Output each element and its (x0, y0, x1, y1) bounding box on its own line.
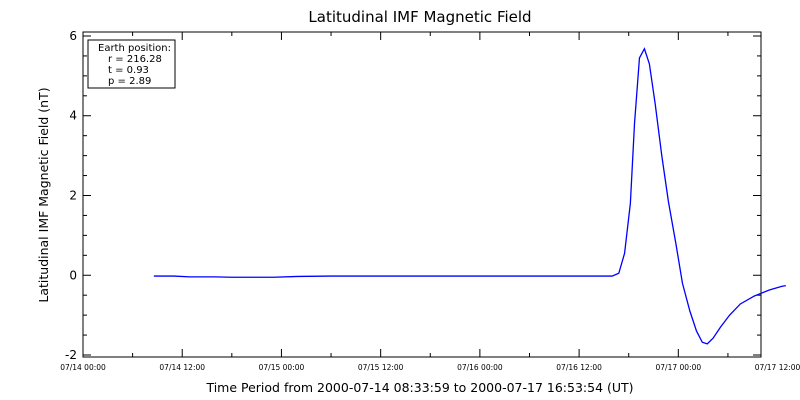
plot-area (82, 31, 762, 358)
x-tick-label: 07/17 12:00 (755, 363, 800, 372)
legend-r: r = 216.28 (108, 54, 162, 65)
y-tick-label: 4 (69, 109, 77, 123)
legend-p: p = 2.89 (108, 76, 151, 87)
x-tick-label: 07/16 00:00 (457, 363, 503, 372)
y-tick-label: 0 (69, 268, 77, 282)
x-tick-label: 07/15 00:00 (259, 363, 305, 372)
y-axis-label: Latitudinal IMF Magnetic Field (nT) (36, 87, 51, 302)
legend-title: Earth position: (98, 43, 171, 54)
legend-box (87, 39, 176, 89)
x-tick-label: 07/17 00:00 (656, 363, 702, 372)
earth-position-legend: Earth position: r = 216.28 t = 0.93 p = … (87, 39, 176, 89)
x-tick-label: 07/15 12:00 (358, 363, 404, 372)
legend-t: t = 0.93 (108, 65, 149, 76)
series-group (153, 47, 786, 345)
x-tick-label: 07/14 12:00 (159, 363, 205, 372)
series-line (153, 47, 786, 345)
x-axis-label: Time Period from 2000-07-14 08:33:59 to … (205, 380, 633, 395)
chart-title: Latitudinal IMF Magnetic Field (308, 8, 531, 26)
y-tick-label: 2 (69, 188, 77, 202)
y-axis: -2 0 2 4 6 (65, 29, 761, 362)
y-tick-label: -2 (65, 348, 77, 362)
y-tick-label: 6 (69, 29, 77, 43)
x-axis: 07/14 00:00 07/14 12:00 07/15 00:00 07/15 1… (60, 32, 800, 372)
x-tick-label: 07/14 00:00 (60, 363, 106, 372)
x-tick-label: 07/16 12:00 (556, 363, 602, 372)
